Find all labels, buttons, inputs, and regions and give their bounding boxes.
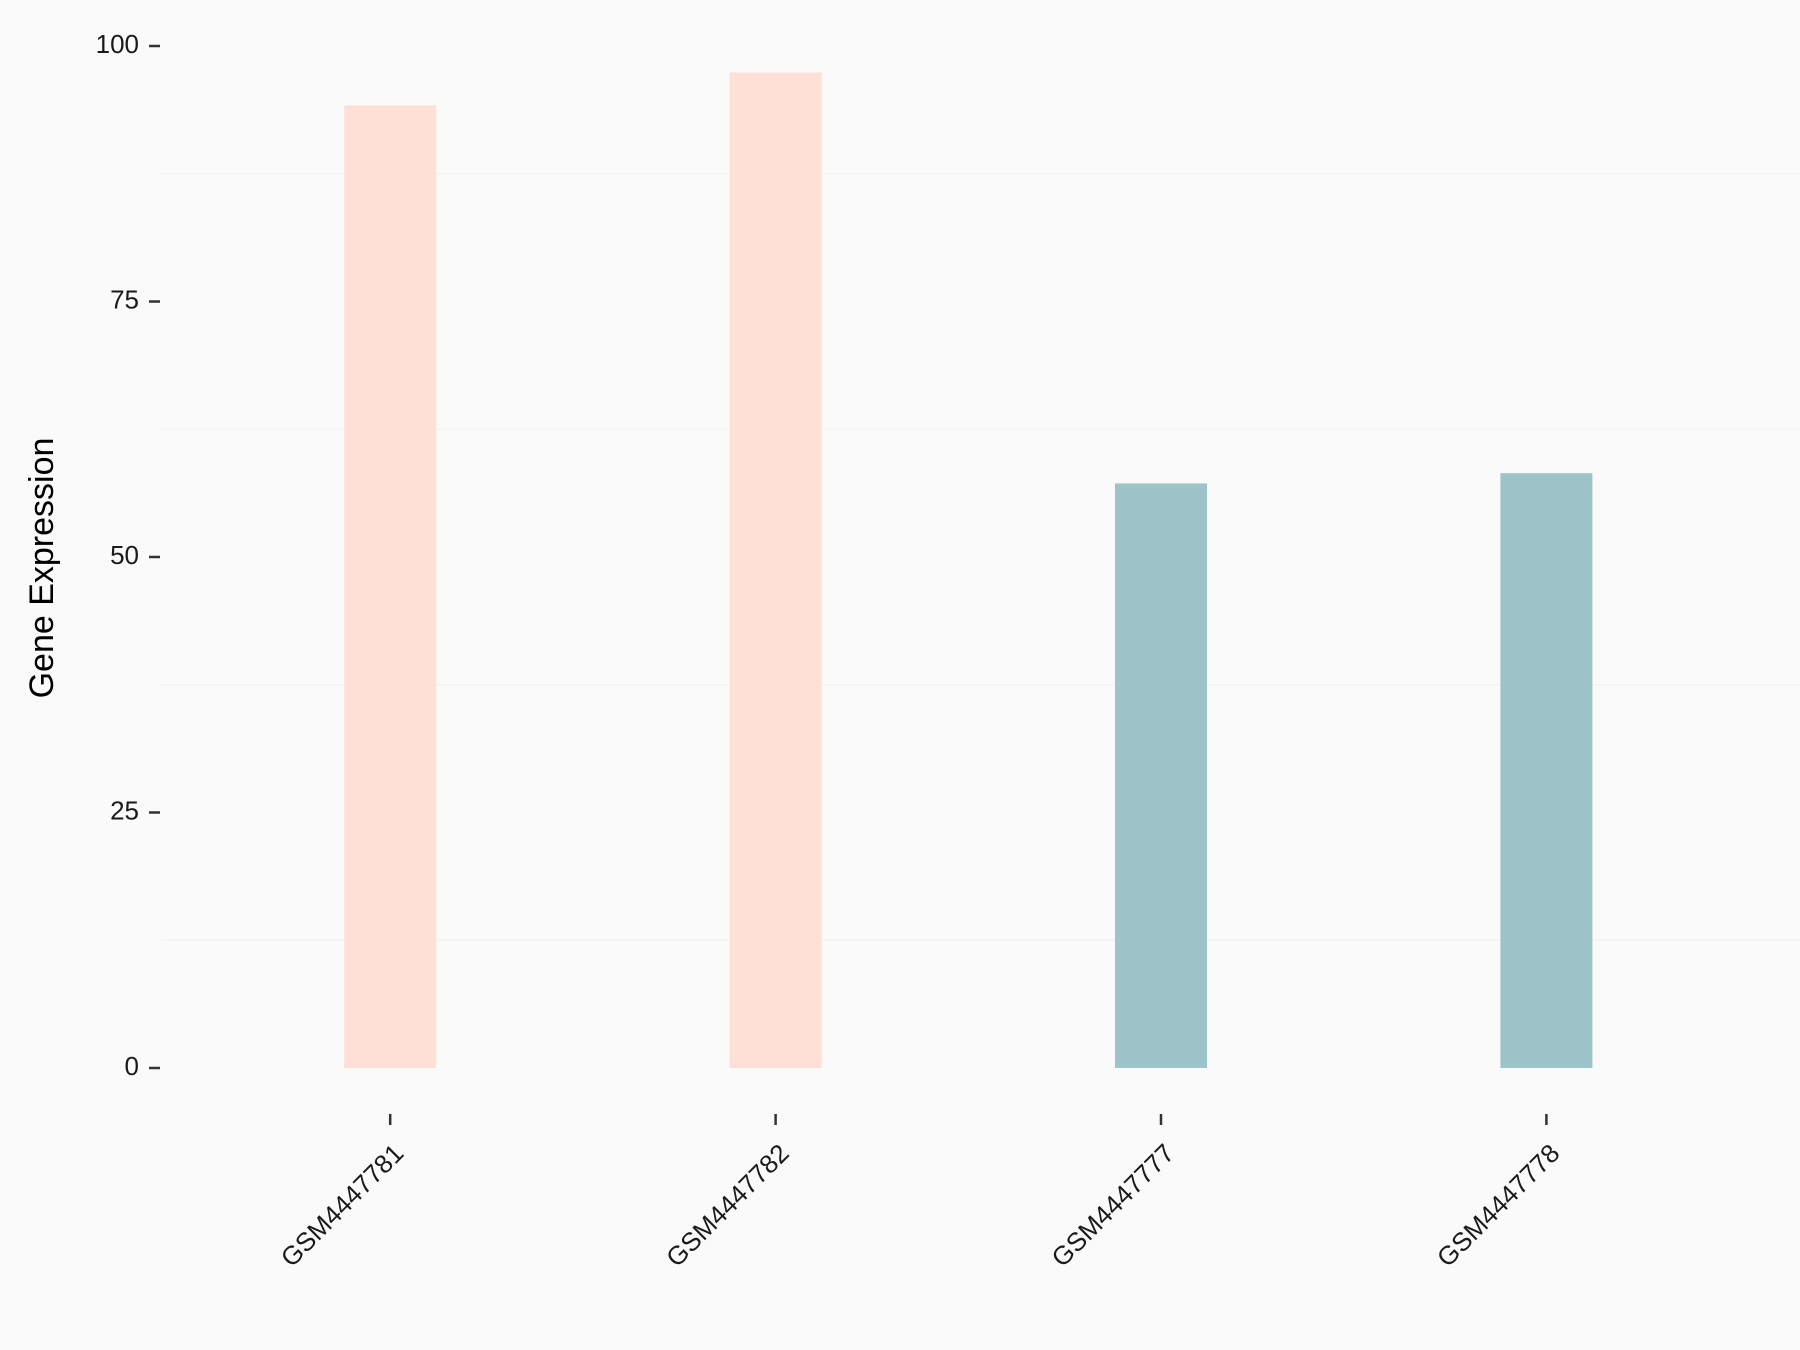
- bar: [729, 72, 822, 1068]
- y-tick-label: 50: [110, 540, 139, 570]
- y-tick-label: 25: [110, 795, 139, 825]
- y-axis-title: Gene Expression: [23, 438, 61, 699]
- y-tick-label: 0: [125, 1051, 139, 1081]
- bar: [344, 105, 437, 1068]
- y-tick-label: 100: [96, 29, 139, 59]
- bar: [1115, 483, 1207, 1068]
- bar: [1500, 473, 1593, 1068]
- y-tick-label: 75: [110, 284, 139, 314]
